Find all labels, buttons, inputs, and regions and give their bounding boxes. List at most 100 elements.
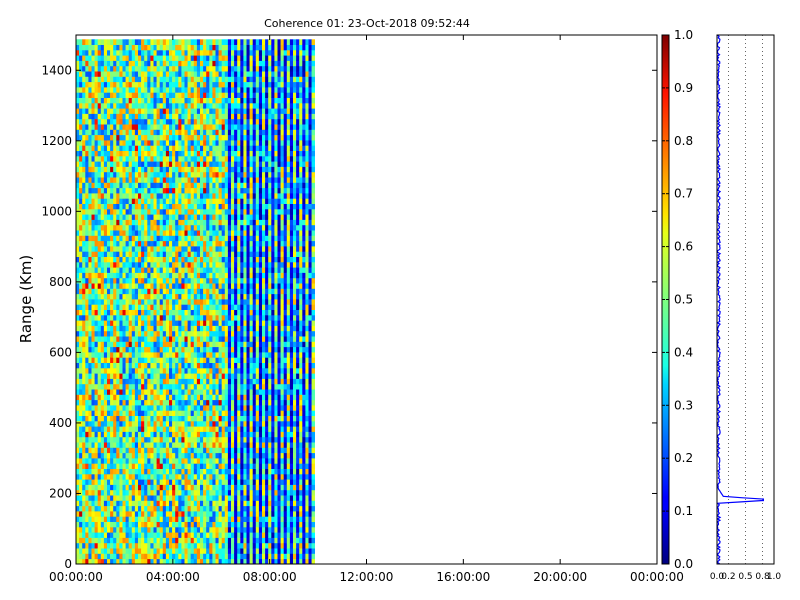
heatmap-cell	[113, 219, 117, 226]
heatmap-cell	[134, 299, 139, 305]
heatmap-cell	[172, 267, 176, 273]
heatmap-cell	[193, 92, 198, 98]
heatmap-cell	[169, 500, 173, 507]
heatmap-cell	[203, 468, 207, 475]
heatmap-cell	[165, 410, 170, 416]
heatmap-cell	[193, 346, 198, 353]
heatmap-cell	[227, 394, 232, 401]
heatmap-cell	[162, 336, 167, 342]
heatmap-cell	[193, 420, 198, 427]
heatmap-cell	[134, 49, 139, 56]
heatmap-cell	[107, 378, 111, 385]
heatmap-cell	[141, 256, 145, 263]
heatmap-cell	[159, 261, 164, 268]
heatmap-cell	[107, 60, 111, 67]
heatmap-cell	[88, 505, 92, 512]
heatmap-cell	[187, 92, 191, 98]
heatmap-cell	[88, 65, 92, 72]
heatmap-cell	[76, 468, 80, 475]
heatmap-cell	[172, 526, 176, 533]
heatmap-cell	[231, 431, 235, 438]
heatmap-cell	[203, 246, 207, 252]
heatmap-cell	[231, 320, 235, 326]
heatmap-cell	[181, 309, 185, 316]
heatmap-cell	[175, 272, 179, 279]
heatmap-cell	[165, 219, 170, 226]
heatmap-cell	[88, 542, 92, 549]
heatmap-cell	[110, 468, 114, 475]
heatmap-cell	[125, 87, 129, 93]
heatmap-cell	[165, 325, 170, 332]
heatmap-cell	[144, 208, 148, 215]
heatmap-cell	[82, 230, 86, 236]
heatmap-cell	[153, 473, 157, 480]
heatmap-cell	[162, 145, 167, 151]
heatmap-cell	[212, 473, 216, 480]
heatmap-cell	[97, 526, 102, 533]
heatmap-cell	[159, 304, 164, 310]
heatmap-cell	[200, 49, 204, 56]
heatmap-cell	[193, 452, 198, 459]
heatmap-cell	[76, 548, 80, 554]
heatmap-cell	[169, 362, 173, 369]
heatmap-cell	[224, 383, 229, 390]
heatmap-cell	[209, 124, 213, 130]
heatmap-cell	[144, 553, 148, 560]
heatmap-cell	[82, 55, 86, 61]
heatmap-cell	[82, 76, 86, 83]
heatmap-cell	[110, 155, 114, 162]
heatmap-cell	[190, 60, 195, 67]
heatmap-cell	[184, 198, 188, 204]
heatmap-cell	[125, 283, 129, 289]
heatmap-cell	[131, 208, 136, 215]
heatmap-cell	[227, 367, 232, 374]
heatmap-cell	[128, 330, 133, 337]
heatmap-cell	[193, 198, 198, 204]
heatmap-cell	[156, 426, 160, 432]
heatmap-cell	[131, 495, 136, 501]
heatmap-cell	[169, 299, 173, 305]
heatmap-cell	[107, 558, 111, 564]
heatmap-cell	[147, 389, 151, 395]
heatmap-cell	[150, 161, 154, 167]
heatmap-cell	[200, 171, 204, 178]
heatmap-cell	[97, 410, 102, 416]
heatmap-cell	[200, 526, 204, 533]
heatmap-cell	[209, 452, 213, 459]
heatmap-cell	[196, 277, 201, 284]
heatmap-cell	[169, 76, 173, 83]
heatmap-cell	[79, 447, 83, 454]
heatmap-cell	[193, 193, 198, 199]
heatmap-cell	[88, 283, 92, 289]
heatmap-cell	[221, 177, 226, 183]
heatmap-cell	[209, 230, 213, 236]
heatmap-cell	[203, 341, 207, 348]
heatmap-cell	[172, 102, 176, 109]
heatmap-cell	[209, 420, 213, 427]
heatmap-cell	[138, 246, 142, 252]
heatmap-cell	[212, 203, 216, 210]
heatmap-cell	[141, 49, 145, 56]
heatmap-cell	[156, 383, 160, 390]
heatmap-cell	[181, 479, 185, 485]
heatmap-cell	[231, 373, 235, 379]
heatmap-cell	[125, 129, 129, 136]
heatmap-cell	[193, 558, 198, 564]
heatmap-cell	[103, 447, 108, 454]
heatmap-cell	[227, 155, 232, 162]
heatmap-cell	[190, 431, 195, 438]
heatmap-cell	[119, 341, 123, 348]
heatmap-cell	[200, 246, 204, 252]
heatmap-cell	[165, 214, 170, 220]
heatmap-cell	[178, 299, 182, 305]
heatmap-cell	[172, 548, 176, 554]
heatmap-cell	[131, 330, 136, 337]
heatmap-cell	[97, 246, 102, 252]
heatmap-cell	[110, 336, 114, 342]
heatmap-cell	[153, 171, 157, 178]
heatmap-cell	[196, 415, 201, 422]
heatmap-cell	[134, 346, 139, 353]
heatmap-cell	[107, 246, 111, 252]
heatmap-cell	[85, 267, 89, 273]
heatmap-cell	[221, 102, 226, 109]
